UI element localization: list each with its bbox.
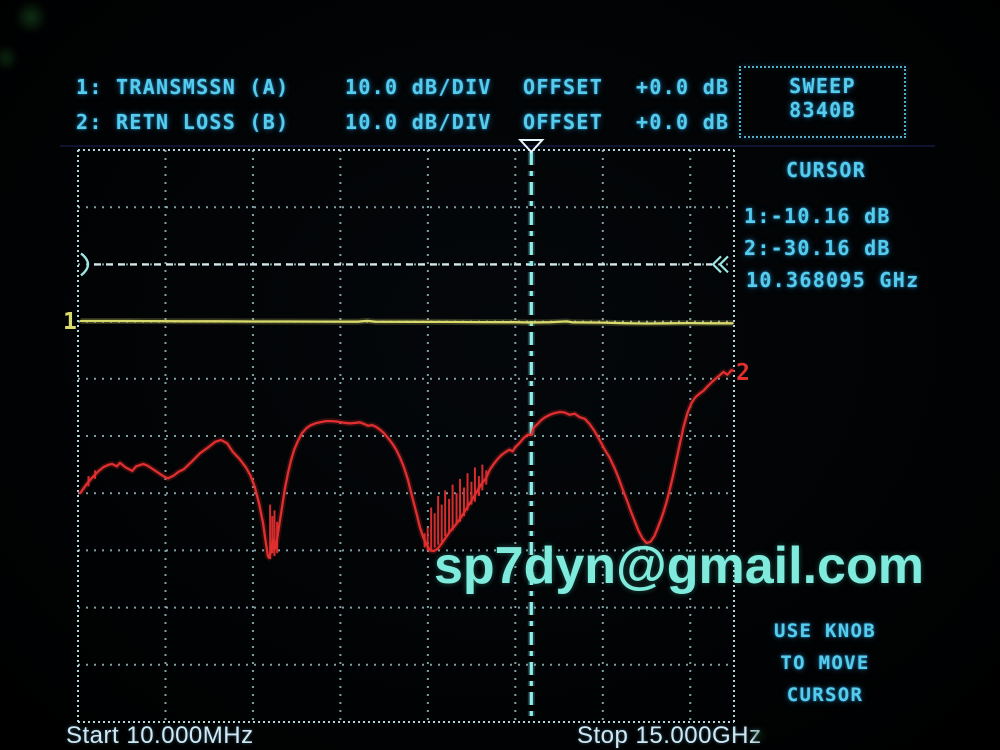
- trace-number-label: 2: [736, 360, 750, 386]
- trace1-channel-label: 1: TRANSMSSN (A): [76, 75, 290, 99]
- trace1-offset-label: OFFSET: [523, 75, 604, 99]
- sweep-label: SWEEP: [789, 74, 856, 98]
- stop-frequency-label: Stop 15.000GHz: [577, 722, 762, 749]
- trace2-scale-label: 10.0 dB/DIV: [345, 110, 492, 134]
- trace-line: [79, 369, 735, 559]
- sweep-source-model: 8340B: [789, 98, 856, 122]
- trace2-offset-label: OFFSET: [523, 110, 604, 134]
- cursor-trace1-value: 1:-10.16 dB: [744, 204, 891, 228]
- cursor-frequency-value: 10.368095 GHz: [746, 268, 920, 292]
- cursor-triangle-icon: [518, 139, 545, 154]
- knob-hint-line1: USE KNOB: [774, 620, 876, 642]
- trace-glow: [77, 367, 735, 561]
- cursor-panel-title: CURSOR: [786, 158, 867, 182]
- reference-marker-right-icon: [718, 255, 729, 274]
- reference-marker-left-icon: [80, 252, 90, 277]
- trace-number-label: 1: [63, 309, 77, 335]
- trace-line: [79, 319, 734, 325]
- knob-hint-line3: CURSOR: [786, 684, 864, 706]
- watermark-email: sp7dyn@gmail.com: [434, 537, 924, 595]
- trace1-scale-label: 10.0 dB/DIV: [345, 75, 492, 99]
- reference-marker-right-icon: [711, 255, 722, 274]
- start-frequency-label: Start 10.000MHz: [66, 722, 254, 749]
- knob-hint-line2: TO MOVE: [780, 652, 870, 674]
- trace1-offset-value: +0.0 dB: [636, 75, 730, 99]
- trace2-offset-value: +0.0 dB: [636, 110, 730, 134]
- trace2-channel-label: 2: RETN LOSS (B): [76, 110, 290, 134]
- knob-hint: USE KNOB TO MOVE CURSOR: [738, 620, 912, 716]
- sweep-source-box: SWEEP 8340B: [739, 66, 906, 138]
- cursor-trace2-value: 2:-30.16 dB: [744, 236, 891, 260]
